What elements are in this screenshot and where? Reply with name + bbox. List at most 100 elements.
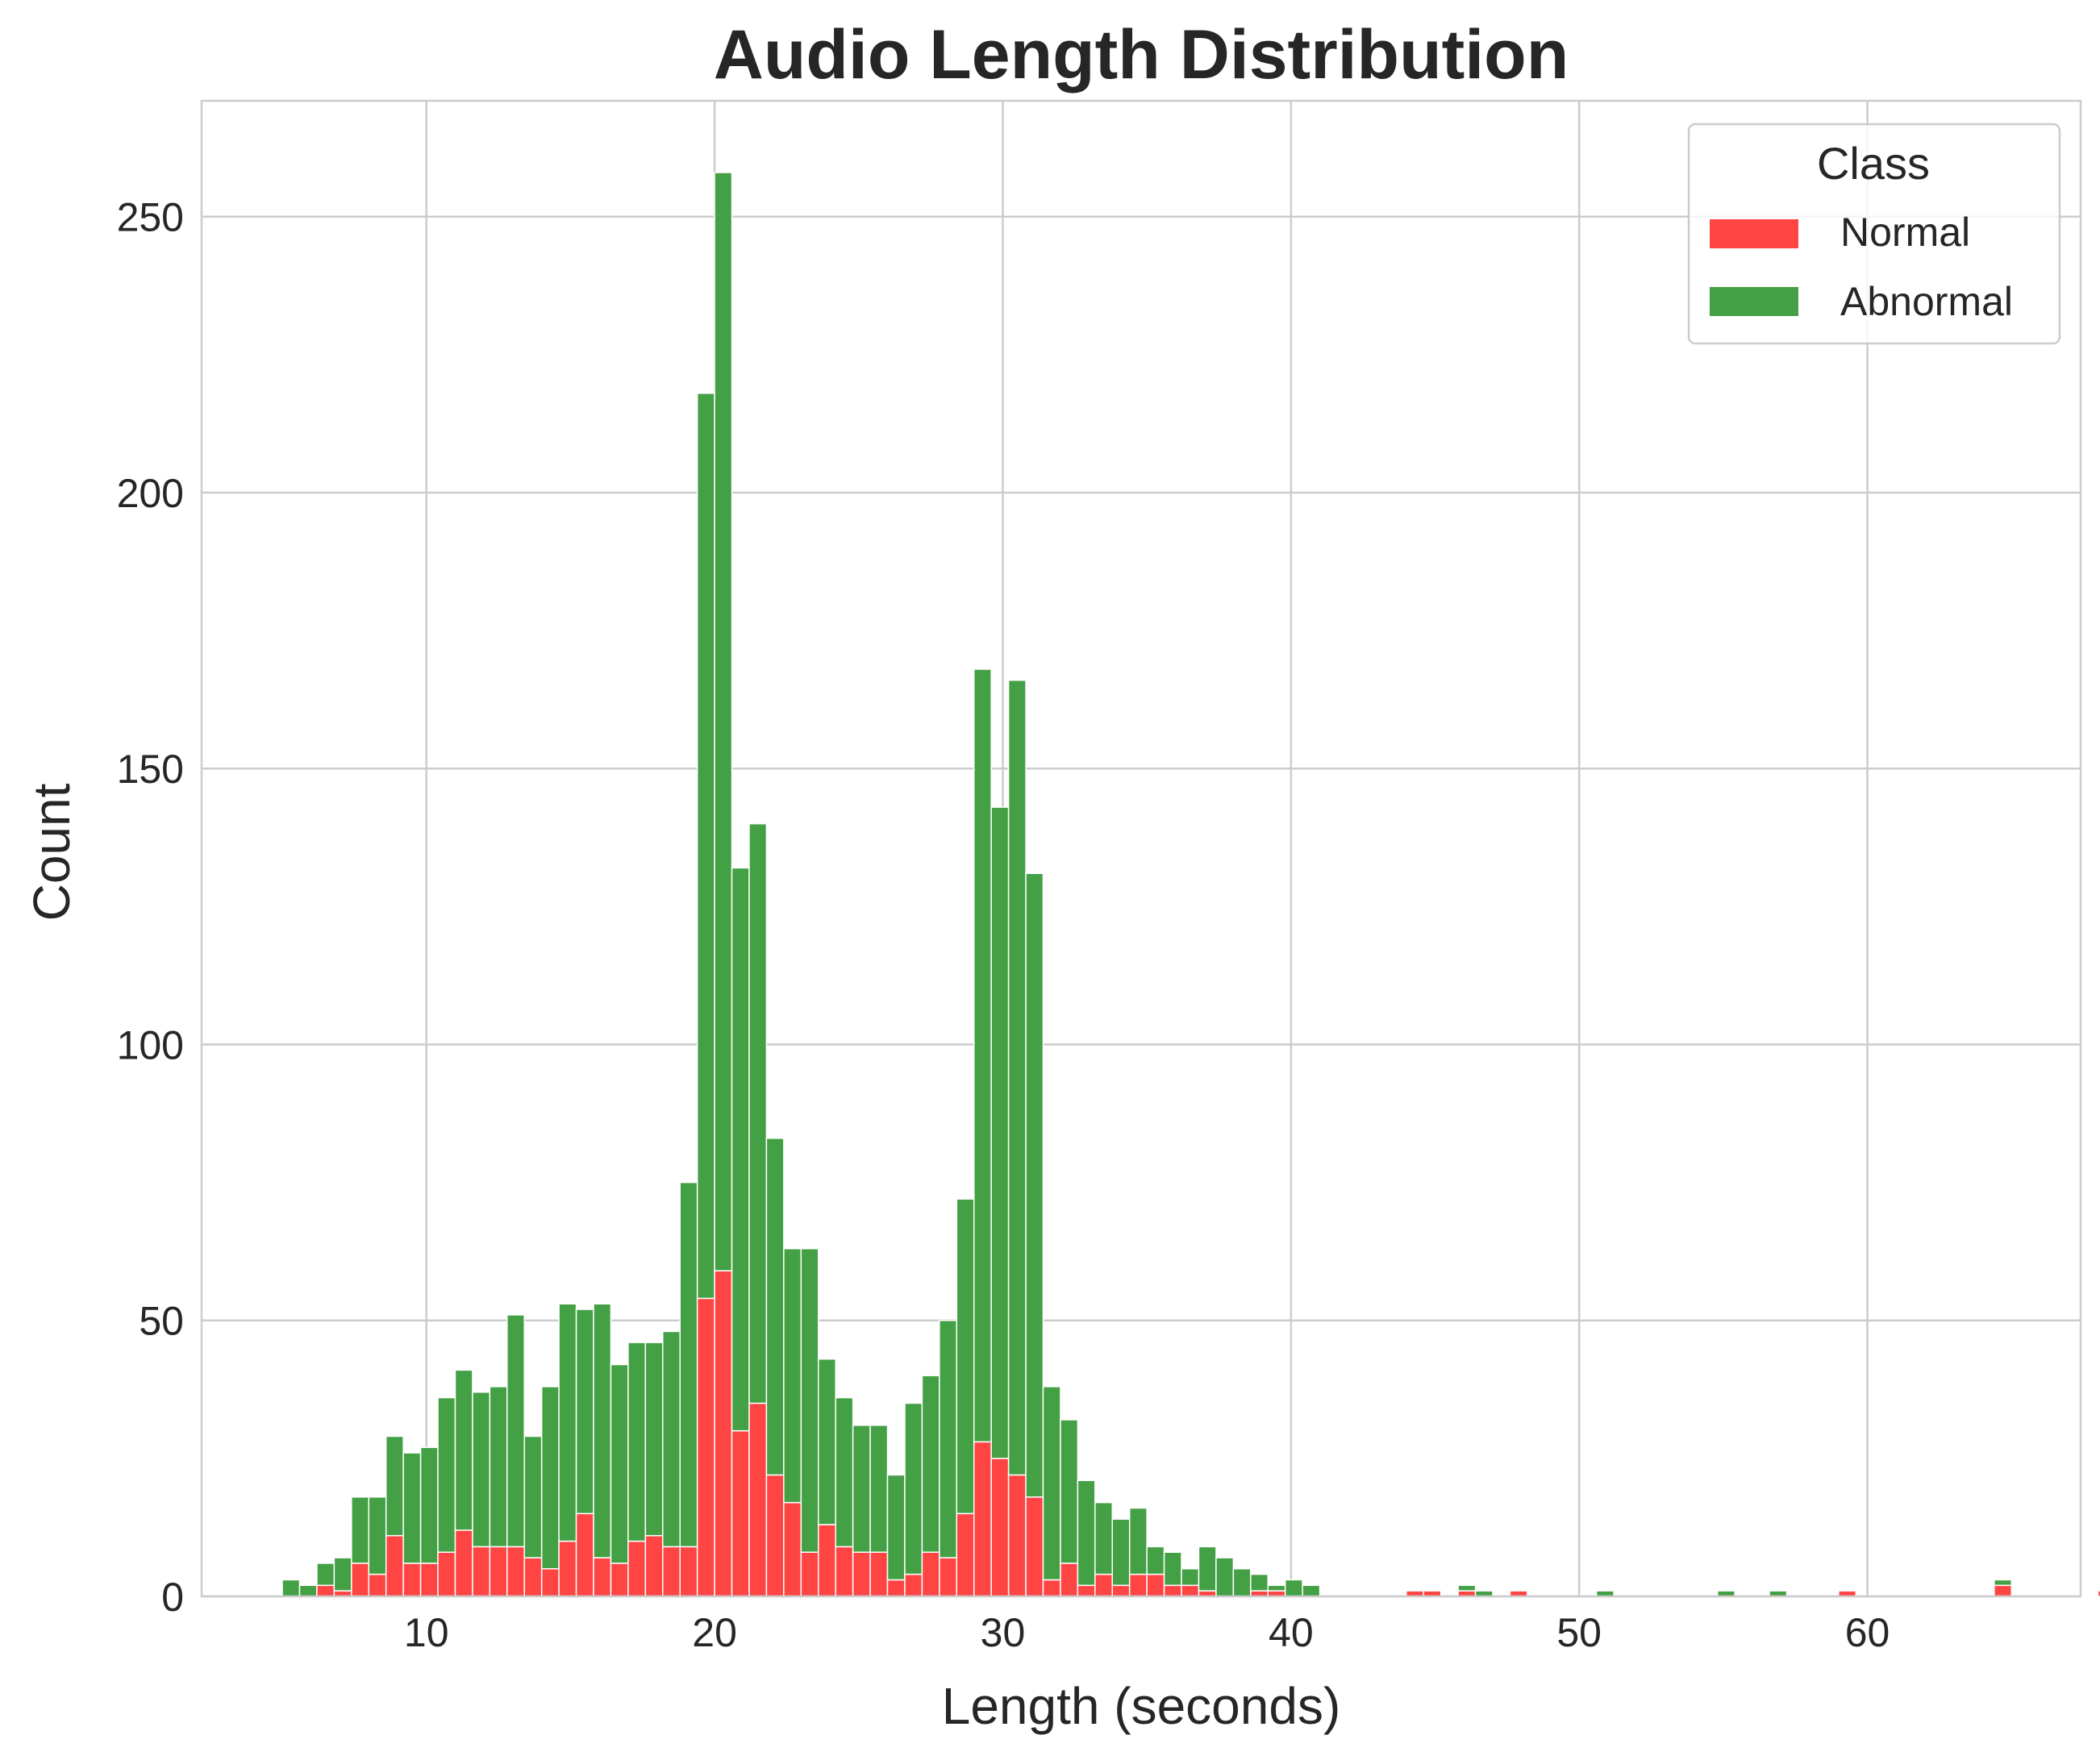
legend-swatch-normal (1710, 219, 1798, 248)
bar-abnormal (1007, 679, 1027, 1476)
bar-normal (921, 1551, 940, 1597)
bar-normal (558, 1540, 577, 1597)
bar-abnormal (748, 822, 768, 1404)
bar-normal (939, 1557, 958, 1597)
bar-normal (316, 1584, 335, 1597)
bar-normal (437, 1551, 456, 1597)
bar-normal (714, 1270, 733, 1597)
bar-normal (506, 1546, 525, 1597)
bar-abnormal (818, 1358, 836, 1525)
bar-abnormal (472, 1391, 491, 1548)
bar-abnormal (575, 1309, 594, 1515)
bar-abnormal (402, 1452, 422, 1564)
bar-abnormal (558, 1303, 577, 1542)
bar-abnormal (419, 1446, 439, 1564)
bar-normal (1128, 1573, 1148, 1597)
bar-abnormal (731, 867, 750, 1432)
bar-normal (662, 1546, 681, 1597)
bar-abnormal (939, 1319, 958, 1558)
bar-normal (1181, 1584, 1200, 1597)
bar-abnormal (1994, 1579, 2012, 1587)
bar-abnormal (696, 393, 715, 1300)
bar-normal (731, 1429, 750, 1597)
bar-normal (1077, 1584, 1096, 1597)
bar-abnormal (333, 1557, 352, 1592)
legend-swatch-abnormal (1710, 287, 1798, 316)
bar-normal (852, 1551, 871, 1597)
x-tick-label: 10 (404, 1610, 449, 1655)
bar-abnormal (1128, 1507, 1148, 1575)
bar-abnormal (662, 1330, 681, 1548)
legend-label-abnormal: Abnormal (1840, 279, 2013, 324)
bar-normal (472, 1546, 491, 1597)
bar-abnormal (714, 172, 733, 1271)
bar-abnormal (281, 1579, 301, 1597)
bar-abnormal (644, 1342, 664, 1537)
bar-abnormal (1094, 1501, 1114, 1575)
x-tick-label: 30 (981, 1610, 1026, 1655)
bar-normal (1042, 1579, 1061, 1597)
bar-abnormal (1250, 1573, 1269, 1592)
bar-abnormal (869, 1425, 889, 1553)
bar-abnormal (593, 1303, 612, 1558)
bar-abnormal (1457, 1584, 1477, 1592)
bar-normal (575, 1513, 594, 1597)
bar-abnormal (1267, 1584, 1286, 1592)
bar-abnormal (351, 1496, 370, 1564)
bar-abnormal (956, 1198, 975, 1515)
bar-abnormal (316, 1563, 335, 1587)
bar-abnormal (1025, 872, 1044, 1498)
legend: Class Normal Abnormal (1687, 123, 2061, 345)
bar-abnormal (679, 1181, 698, 1548)
bar-abnormal (835, 1396, 854, 1548)
bar-abnormal (1181, 1568, 1200, 1587)
bar-normal (886, 1579, 906, 1597)
bar-abnormal (921, 1375, 940, 1553)
bar-normal (1111, 1584, 1131, 1597)
x-tick-label: 20 (692, 1610, 737, 1655)
y-axis-label: Count (23, 783, 81, 921)
bar-abnormal (385, 1435, 404, 1537)
bar-abnormal (489, 1386, 508, 1548)
chart-title: Audio Length Distribution (714, 16, 1569, 94)
bar-abnormal (990, 806, 1010, 1459)
bar-abnormal (765, 1138, 785, 1476)
x-tick-label: 40 (1269, 1610, 1314, 1655)
bar-normal (368, 1573, 387, 1597)
bar-abnormal (1163, 1551, 1182, 1587)
bar-normal (593, 1557, 612, 1597)
bar-normal (402, 1563, 422, 1597)
bar-abnormal (973, 668, 992, 1443)
bar-abnormal (1284, 1579, 1303, 1597)
bar-normal (835, 1546, 854, 1597)
legend-title: Class (1817, 138, 1930, 189)
bar-abnormal (540, 1386, 560, 1570)
bar-normal (990, 1458, 1010, 1597)
bar-normal (489, 1546, 508, 1597)
y-tick-label: 150 (117, 747, 184, 792)
bar-normal (419, 1563, 439, 1597)
bar-normal (783, 1501, 802, 1597)
bar-abnormal (1111, 1518, 1131, 1587)
plot-frame (200, 99, 2082, 1598)
bar-abnormal (904, 1402, 923, 1575)
histogram-bars (281, 172, 2100, 1597)
bar-abnormal (1302, 1584, 1321, 1597)
bar-normal (351, 1563, 370, 1597)
bar-abnormal (852, 1425, 871, 1553)
bar-normal (523, 1557, 543, 1597)
y-tick-label: 200 (117, 471, 184, 516)
bar-abnormal (298, 1584, 318, 1597)
bar-normal (2097, 1590, 2100, 1597)
bar-normal (679, 1546, 698, 1597)
bar-abnormal (437, 1396, 456, 1553)
bar-abnormal (627, 1342, 647, 1542)
bar-normal (454, 1529, 473, 1597)
bar-normal (956, 1513, 975, 1597)
bar-abnormal (454, 1369, 473, 1531)
bar-normal (1163, 1584, 1182, 1597)
bar-abnormal (1077, 1479, 1096, 1587)
bar-normal (610, 1563, 629, 1597)
y-tick-label: 50 (139, 1299, 184, 1344)
bar-abnormal (783, 1248, 802, 1504)
